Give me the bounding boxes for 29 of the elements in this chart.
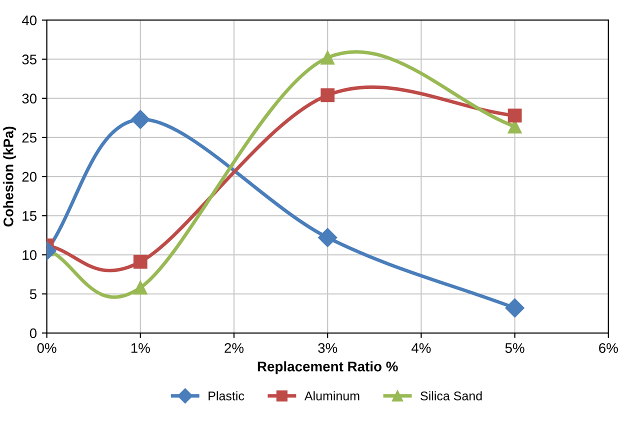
point (320, 50, 335, 65)
x-tick-label: 0% (37, 343, 56, 353)
point (318, 228, 338, 248)
point (130, 110, 150, 129)
y-tick-label: 35 (22, 54, 36, 64)
legend-label: Silica Sand (420, 391, 482, 400)
point (320, 88, 335, 102)
x-tick-label: 4% (411, 343, 431, 353)
x-axis-title: Replacement Ratio % (258, 361, 398, 374)
y-tick-label: 15 (22, 211, 36, 221)
y-tick-label: 30 (22, 94, 37, 104)
legend-label: Plastic (208, 391, 244, 400)
y-tick-label: 5 (30, 289, 36, 300)
x-tick-label: 6% (599, 343, 618, 353)
y-tick-label: 20 (22, 172, 37, 182)
x-tick-label: 2% (224, 343, 244, 353)
point (133, 254, 148, 269)
y-tick-label: 0 (30, 328, 37, 338)
point (133, 280, 148, 295)
legend-label: Aluminum (304, 391, 360, 400)
x-tick-label: 1% (131, 343, 150, 353)
point (508, 108, 522, 122)
y-axis-title: Cohesion (kPa) (3, 126, 16, 227)
x-tick-label: 5% (505, 343, 524, 353)
y-tick-label: 40 (22, 15, 37, 26)
y-tick-label: 10 (22, 250, 37, 260)
point (505, 298, 524, 318)
x-tick-label: 3% (318, 343, 338, 353)
y-tick-label: 25 (22, 132, 36, 143)
